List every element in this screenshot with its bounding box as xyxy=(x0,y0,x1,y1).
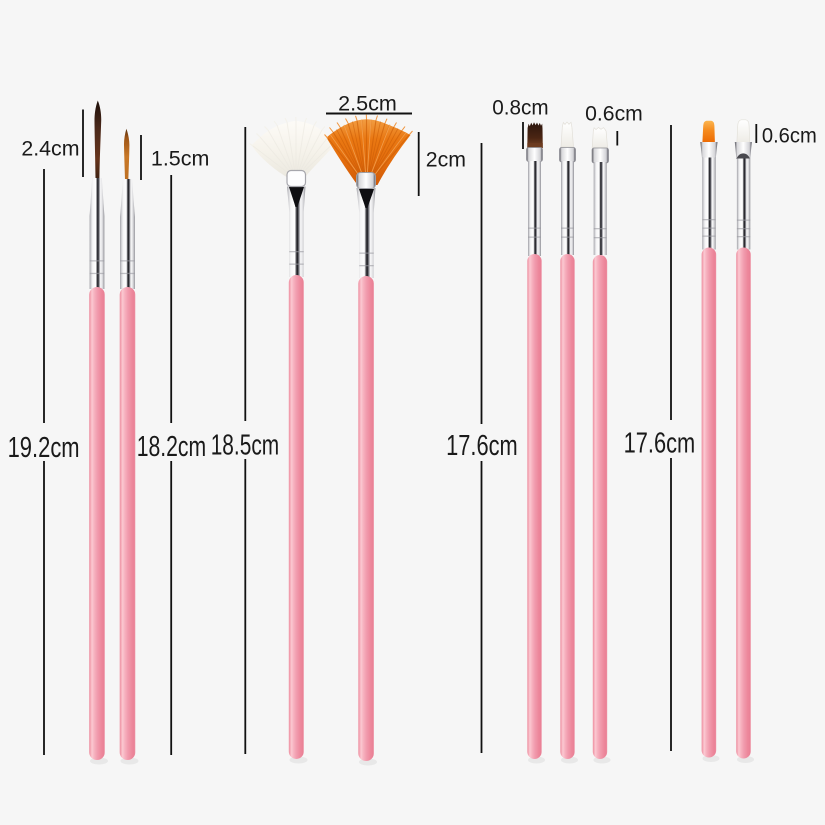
svg-text:0.8cm: 0.8cm xyxy=(492,96,548,120)
svg-text:2.4cm: 2.4cm xyxy=(21,137,79,161)
svg-text:2cm: 2cm xyxy=(426,148,466,172)
svg-text:1.5cm: 1.5cm xyxy=(151,147,210,171)
svg-text:0.6cm: 0.6cm xyxy=(585,102,643,126)
svg-text:17.6cm: 17.6cm xyxy=(446,430,518,462)
svg-text:2.5cm: 2.5cm xyxy=(338,92,397,116)
svg-text:0.6cm: 0.6cm xyxy=(762,124,817,148)
svg-text:18.2cm: 18.2cm xyxy=(137,431,207,463)
svg-text:17.6cm: 17.6cm xyxy=(624,428,696,460)
svg-text:18.5cm: 18.5cm xyxy=(211,430,280,462)
svg-text:19.2cm: 19.2cm xyxy=(8,432,80,464)
